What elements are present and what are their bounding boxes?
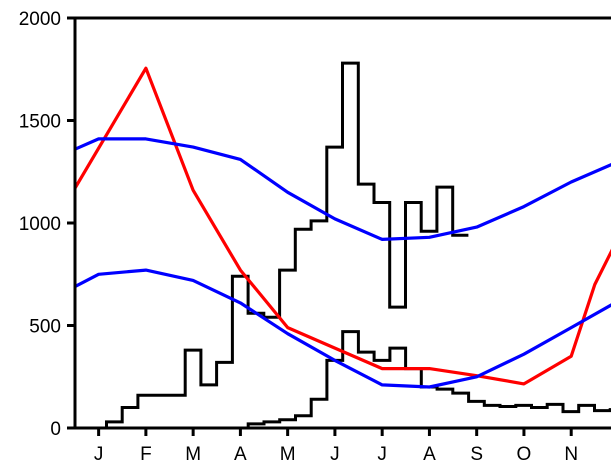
y-tick-label: 0: [50, 419, 61, 440]
x-tick-label: S: [470, 444, 483, 465]
x-tick-label: M: [185, 444, 201, 465]
x-tick-label: A: [423, 444, 436, 465]
x-tick-label: J: [377, 444, 387, 465]
step-series-1: [90, 61, 469, 428]
x-axis-ticks: JFMAMJJASOND: [94, 428, 578, 465]
blue-line-2: [75, 137, 611, 241]
x-tick-label: N: [564, 444, 578, 465]
x-tick-label: F: [140, 444, 152, 465]
series-layer: [75, 61, 611, 428]
x-tick-label: M: [280, 444, 296, 465]
x-tick-label: J: [94, 444, 104, 465]
y-tick-label: 2000: [19, 9, 61, 30]
red-line-1: [75, 66, 611, 386]
blue-line-3: [75, 268, 611, 389]
x-tick-label: A: [234, 444, 247, 465]
x-tick-label: J: [330, 444, 340, 465]
y-tick-label: 1000: [19, 214, 61, 235]
y-tick-label: 1500: [19, 112, 61, 133]
y-tick-label: 500: [29, 317, 61, 338]
x-tick-label: O: [517, 444, 532, 465]
y-axis-ticks: 0 500 1000 1500 2000: [19, 9, 75, 440]
step-series-2: [216, 330, 611, 428]
